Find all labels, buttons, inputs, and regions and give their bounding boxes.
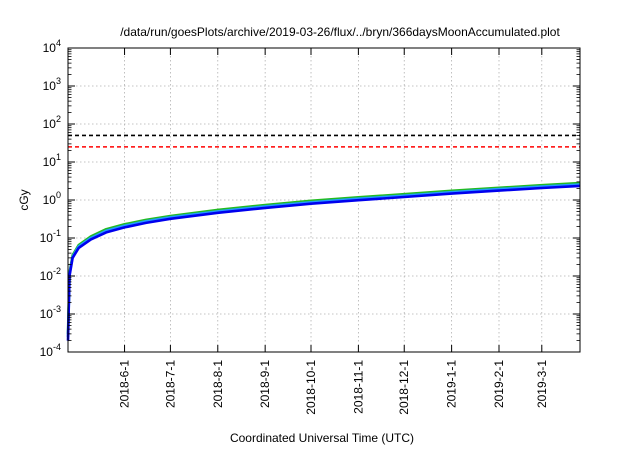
x-axis-label: Coordinated Universal Time (UTC) <box>230 431 414 445</box>
x-tick-label: 2018-6-1 <box>118 360 132 408</box>
grid-lines <box>68 48 580 352</box>
data-series <box>66 181 581 341</box>
y-tick-label: 104 <box>43 38 61 55</box>
y-tick-label: 10-1 <box>40 228 61 245</box>
y-tick-label: 10-4 <box>40 342 61 359</box>
x-tick-label: 2019-3-1 <box>535 360 549 408</box>
x-tick-label: 2018-11-1 <box>351 360 365 414</box>
x-tick-label: 2018-7-1 <box>163 360 177 408</box>
axis-ticks: 10-4 10-3 10-2 10-1 100 101 102 103 104 2018-6-1 2… <box>40 38 580 415</box>
y-tick-label: 10-3 <box>40 304 61 321</box>
y-tick-label: 103 <box>43 76 61 93</box>
y-tick-label: 100 <box>43 190 61 207</box>
x-tick-label: 2019-1-1 <box>445 360 459 408</box>
x-tick-label: 2018-12-1 <box>397 360 411 415</box>
x-tick-label: 2018-8-1 <box>211 360 225 408</box>
x-tick-label: 2019-2-1 <box>492 360 506 408</box>
x-tick-label: 2018-10-1 <box>304 360 318 415</box>
series-line <box>66 184 581 341</box>
chart-title: /data/run/goesPlots/archive/2019-03-26/f… <box>120 25 560 39</box>
series-line <box>66 181 581 334</box>
y-tick-label: 10-2 <box>40 266 61 283</box>
reference-lines <box>68 134 580 148</box>
y-tick-label: 102 <box>43 114 61 131</box>
y-axis-label: cGy <box>17 189 31 210</box>
y-tick-label: 101 <box>43 152 61 169</box>
x-tick-label: 2018-9-1 <box>258 360 272 408</box>
